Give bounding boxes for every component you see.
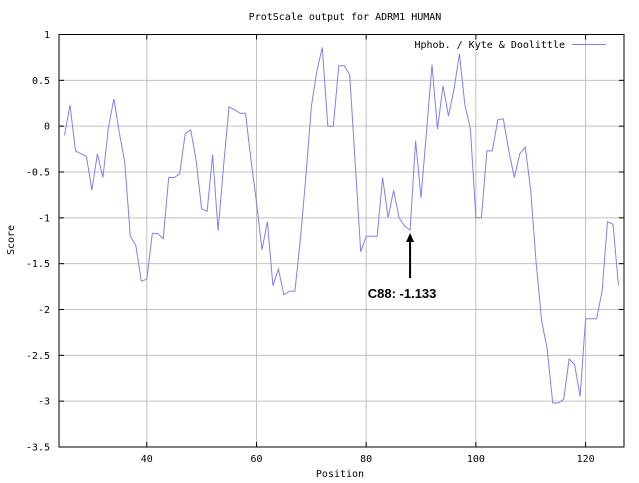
y-tick-label: 1 — [44, 30, 50, 41]
x-tick-label: 40 — [141, 454, 153, 465]
y-tick-label: -3.5 — [26, 443, 50, 454]
y-tick-label: -2.5 — [26, 351, 50, 362]
x-tick-label: 120 — [577, 454, 595, 465]
y-tick-label: -2 — [38, 305, 50, 316]
y-tick-label: -3 — [38, 397, 50, 408]
y-axis-label: Score — [6, 225, 17, 255]
x-tick-label: 100 — [467, 454, 485, 465]
y-tick-label: -1 — [38, 213, 50, 224]
legend: Hphob. / Kyte & Doolittle — [414, 40, 606, 51]
y-tick-label: -1.5 — [26, 259, 50, 270]
y-tick-label: -0.5 — [26, 168, 50, 179]
annotation-arrow-head — [406, 233, 415, 243]
x-tick-label: 80 — [360, 454, 372, 465]
x-axis-label: Position — [316, 469, 364, 480]
series-line — [64, 47, 619, 404]
plot-frame — [58, 34, 625, 448]
grid-lines — [59, 34, 624, 447]
x-axis-ticks: 40 60 80 100 120 — [141, 34, 595, 465]
legend-label: Hphob. / Kyte & Doolittle — [414, 40, 565, 51]
chart-title: ProtScale output for ADRM1 HUMAN — [249, 12, 442, 23]
y-axis-ticks: 1 0.5 0 -0.5 -1 -1.5 -2 -2.5 -3 -3.5 — [26, 30, 624, 454]
y-tick-label: 0 — [44, 122, 50, 133]
y-tick-label: 0.5 — [32, 76, 50, 87]
annotation-label: C88: -1.133 — [368, 286, 437, 301]
annotation: C88: -1.133 — [368, 233, 437, 301]
x-tick-label: 60 — [250, 454, 262, 465]
